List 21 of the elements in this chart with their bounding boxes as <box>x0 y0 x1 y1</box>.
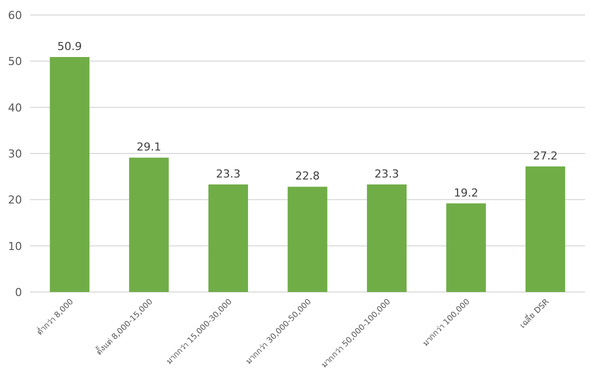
data-label: 19.2 <box>454 186 478 200</box>
y-tick-label: 40 <box>8 101 22 114</box>
data-label: 29.1 <box>136 140 162 154</box>
bar <box>129 158 169 292</box>
y-tick-label: 0 <box>15 286 22 299</box>
data-label: 23.3 <box>374 167 400 180</box>
y-tick-label: 30 <box>8 148 22 160</box>
bar <box>208 184 248 292</box>
y-tick-label: 60 <box>8 9 22 22</box>
bar <box>366 184 407 292</box>
y-tick-label: 50 <box>8 55 22 68</box>
bar <box>526 166 566 292</box>
bar <box>50 57 90 292</box>
bar <box>446 203 486 292</box>
data-label: 27.2 <box>533 149 558 162</box>
data-label: 22.8 <box>295 170 320 183</box>
bar <box>288 186 328 292</box>
data-label: 23.3 <box>216 167 240 180</box>
data-label: 50.9 <box>57 40 82 54</box>
y-tick-label: 20 <box>8 194 22 207</box>
y-tick-label: 10 <box>8 240 22 253</box>
